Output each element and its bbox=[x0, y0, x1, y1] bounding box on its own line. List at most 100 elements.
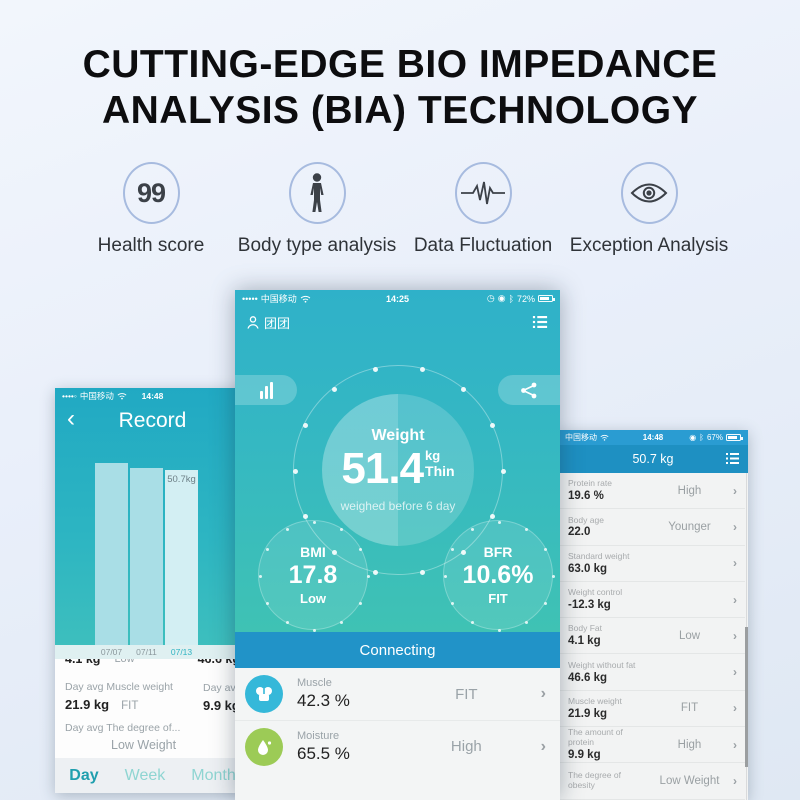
chevron-right-icon: › bbox=[540, 685, 546, 702]
tab-month[interactable]: Month bbox=[191, 766, 236, 784]
connecting-button[interactable]: Connecting bbox=[235, 632, 560, 668]
dial-dot bbox=[359, 601, 363, 605]
metric-row[interactable]: Standard weight 63.0 kg › bbox=[558, 546, 745, 582]
wifi-icon bbox=[300, 295, 311, 303]
scrollbar-thumb[interactable] bbox=[745, 627, 748, 767]
feature-label: Exception Analysis bbox=[569, 235, 729, 257]
chevron-right-icon: › bbox=[733, 665, 737, 680]
dial-dot bbox=[500, 468, 506, 474]
battery-percent: 72% bbox=[516, 293, 535, 304]
degree-of-label: Day avg The degree of... bbox=[65, 722, 181, 734]
muscle-icon bbox=[245, 675, 283, 713]
metric-row[interactable]: Body Fat 4.1 kg Low › bbox=[558, 618, 745, 655]
dashboard-phone: ••••• 中国移动 14:25 ◷ ◉ ᛒ 72% 团团 bbox=[235, 290, 560, 800]
bfr-value: 10.6% bbox=[462, 561, 534, 589]
dial-dot bbox=[265, 601, 269, 605]
chevron-right-icon: › bbox=[733, 628, 737, 643]
metric-row[interactable]: Muscle weight 21.9 kg FIT › bbox=[558, 691, 745, 728]
metric-row[interactable]: Weight control -12.3 kg › bbox=[558, 582, 745, 619]
metric-label: Weight without fat bbox=[568, 659, 636, 670]
tab-day[interactable]: Day bbox=[69, 766, 99, 784]
feature-data-fluctuation: Data Fluctuation bbox=[400, 162, 566, 257]
connecting-label: Connecting bbox=[359, 641, 436, 659]
person-icon bbox=[247, 315, 259, 329]
bar-chart-icon bbox=[259, 381, 273, 399]
bmi-status: Low bbox=[300, 591, 326, 606]
metric-row[interactable]: Body age 22.0 Younger › bbox=[558, 509, 745, 546]
dial-dot bbox=[265, 547, 269, 551]
bluetooth-icon: ᛒ bbox=[508, 293, 514, 304]
left-status-bar: ••••◦ 中国移动 14:48 ◉ bbox=[55, 388, 250, 404]
weight-dial: Weight 51.4 kg Thin weighed before 6 day bbox=[292, 365, 506, 575]
battery-icon bbox=[726, 434, 743, 441]
tab-week[interactable]: Week bbox=[124, 766, 166, 784]
user-profile-button[interactable]: 团团 bbox=[247, 313, 290, 332]
chevron-right-icon: › bbox=[733, 701, 737, 716]
metric-value: 46.6 kg bbox=[568, 671, 607, 684]
metric-label: Protein rate bbox=[568, 478, 612, 489]
weight-bar-1[interactable] bbox=[95, 463, 128, 645]
weight-bar-2[interactable] bbox=[130, 468, 163, 645]
bmi-circle[interactable]: BMI 17.8 Low bbox=[258, 520, 370, 632]
metric-row[interactable]: Protein rate 19.6 % High › bbox=[558, 473, 745, 510]
muscle-weight-avg-label: Day avg Muscle weight bbox=[65, 681, 173, 693]
record-title: Record bbox=[118, 409, 187, 432]
degree-of-row: Day avg The degree of... Low Weight bbox=[65, 722, 240, 752]
dial-dot bbox=[331, 387, 337, 393]
moisture-label: Moisture bbox=[297, 729, 340, 742]
dial-dot bbox=[544, 601, 548, 605]
bfr-circle[interactable]: BFR 10.6% FIT bbox=[443, 520, 555, 632]
carrier-label: 中国移动 bbox=[260, 294, 297, 304]
dial-dot bbox=[373, 367, 379, 373]
clipped-left-value: 4.1 kg bbox=[65, 659, 101, 666]
share-button[interactable] bbox=[498, 375, 560, 405]
carrier-label: 中国移动 bbox=[79, 391, 114, 401]
dial-dot bbox=[461, 387, 467, 393]
record-screen-phone: ••••◦ 中国移动 14:48 ◉ ‹ Record 50.7kg 07/07… bbox=[55, 388, 250, 793]
dial-dot bbox=[366, 574, 370, 578]
dial-dot bbox=[373, 569, 379, 575]
metric-row[interactable]: Weight without fat 46.6 kg › bbox=[558, 654, 745, 691]
weight-label: Weight bbox=[371, 427, 425, 444]
metric-status: Low Weight bbox=[659, 775, 720, 788]
metric-row[interactable]: The amount of protein 9.9 kg High › bbox=[558, 727, 745, 764]
right-col-value: 9.9 kg bbox=[203, 698, 240, 713]
weight-bar-3[interactable]: 50.7kg bbox=[165, 470, 198, 645]
x-tick-0713-selected[interactable]: 07/13 bbox=[170, 647, 193, 657]
moisture-status: High bbox=[450, 738, 482, 755]
wifi-icon bbox=[600, 434, 609, 441]
wifi-icon bbox=[117, 393, 127, 400]
dial-dot bbox=[470, 621, 474, 625]
feature-row: 99 Health score Body type analysis Data … bbox=[0, 162, 800, 257]
rotation-lock-icon: ◉ bbox=[689, 433, 697, 442]
muscle-status: FIT bbox=[455, 685, 478, 703]
bmi-label: BMI bbox=[300, 544, 326, 560]
feature-body-type: Body type analysis bbox=[234, 162, 400, 257]
chevron-right-icon: › bbox=[733, 519, 737, 534]
feature-exception-analysis: Exception Analysis bbox=[566, 162, 732, 257]
back-button[interactable]: ‹ bbox=[67, 405, 75, 432]
dial-dot bbox=[302, 423, 308, 429]
dial-dot bbox=[285, 527, 289, 531]
chevron-right-icon: › bbox=[733, 556, 737, 571]
dial-dot bbox=[339, 527, 343, 531]
eye-icon bbox=[620, 162, 678, 225]
dial-dot bbox=[524, 527, 528, 531]
x-tick-0707[interactable]: 07/07 bbox=[100, 647, 123, 657]
list-menu-icon[interactable] bbox=[726, 453, 739, 464]
stats-button[interactable] bbox=[235, 375, 297, 405]
metric-value: -12.3 kg bbox=[568, 598, 611, 611]
muscle-weight-avg-value: 21.9 kg bbox=[65, 697, 110, 712]
dial-dot bbox=[419, 569, 425, 575]
dial-dot bbox=[302, 513, 308, 519]
feature-health-score: 99 Health score bbox=[68, 162, 234, 257]
metric-label: Body Fat bbox=[568, 623, 603, 634]
metric-label: The degree of obesity bbox=[568, 769, 621, 790]
metric-row[interactable]: The degree of obesity Low Weight › bbox=[558, 763, 745, 800]
list-menu-icon[interactable] bbox=[532, 316, 548, 328]
muscle-row[interactable]: Muscle 42.3 % FIT › bbox=[235, 668, 560, 720]
moisture-row[interactable]: Moisture 65.5 % High › bbox=[235, 720, 560, 772]
record-header: ‹ Record bbox=[55, 404, 250, 436]
x-tick-0711[interactable]: 07/11 bbox=[136, 647, 157, 657]
page-title: CUTTING-EDGE BIO IMPEDANCE ANALYSIS (BIA… bbox=[0, 0, 800, 134]
